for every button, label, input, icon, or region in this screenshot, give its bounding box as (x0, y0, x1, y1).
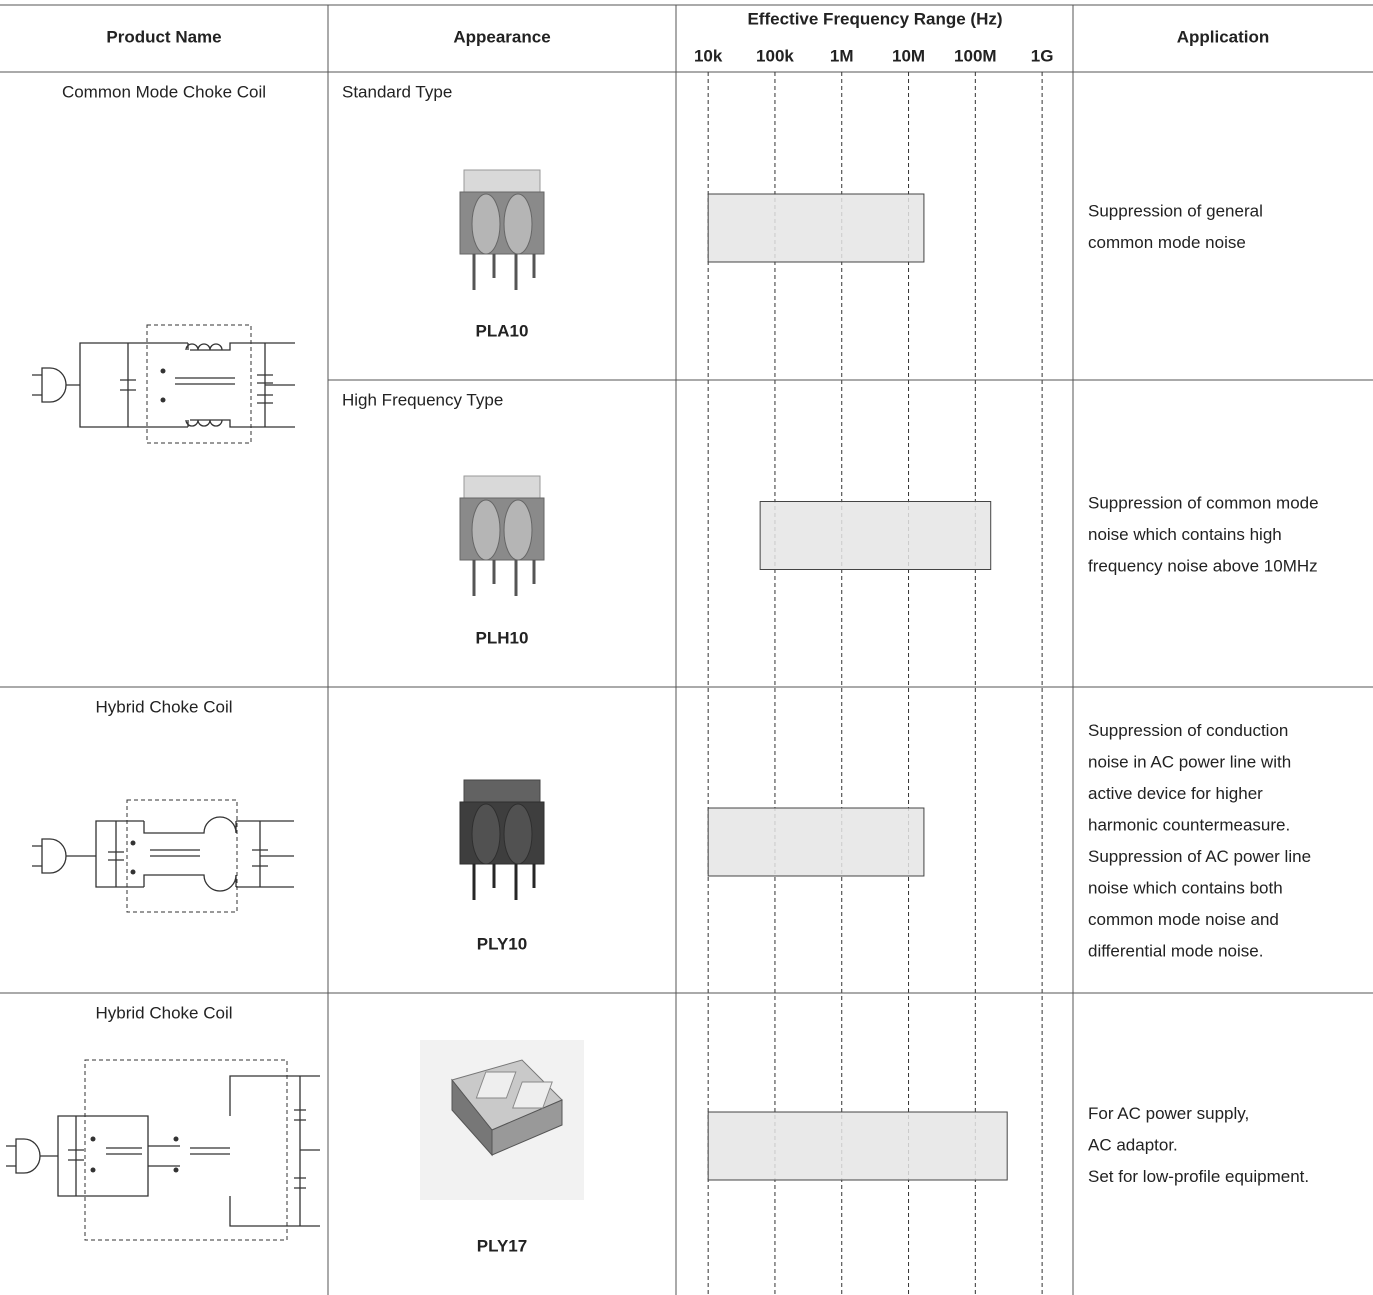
application-text: For AC power supply, (1088, 1104, 1249, 1123)
tick-label: 100M (954, 46, 997, 65)
application-text: frequency noise above 10MHz (1088, 556, 1318, 575)
product-name: Hybrid Choke Coil (96, 697, 233, 716)
application-text: active device for higher (1088, 784, 1263, 803)
application-text: Suppression of conduction (1088, 721, 1288, 740)
header: Product Name (106, 27, 221, 46)
circuit-diagram (32, 324, 295, 444)
application-text: AC adaptor. (1088, 1135, 1178, 1154)
application-text: harmonic countermeasure. (1088, 816, 1290, 835)
application-text: common mode noise and (1088, 910, 1279, 929)
tick-label: 10M (892, 46, 925, 65)
application-text: Suppression of AC power line (1088, 847, 1311, 866)
application-text: Suppression of common mode (1088, 493, 1319, 512)
part-number: PLY10 (477, 934, 527, 953)
circuit-diagram (6, 1059, 320, 1241)
tick-label: 1M (830, 46, 854, 65)
header: Effective Frequency Range (Hz) (747, 9, 1002, 28)
product-photo (458, 168, 546, 292)
product-photo (458, 778, 546, 902)
part-number: PLY17 (477, 1236, 527, 1255)
product-photo (420, 1040, 584, 1200)
application-text: common mode noise (1088, 233, 1246, 252)
product-name: Hybrid Choke Coil (96, 1003, 233, 1022)
application-text: noise which contains high (1088, 525, 1282, 544)
part-number: PLH10 (476, 628, 529, 647)
appearance-type: Standard Type (342, 82, 452, 101)
tick-label: 1G (1031, 46, 1054, 65)
application-text: noise which contains both (1088, 879, 1283, 898)
header: Appearance (453, 27, 550, 46)
frequency-range-bar (759, 501, 992, 570)
application-text: noise in AC power line with (1088, 753, 1291, 772)
application-text: differential mode noise. (1088, 942, 1263, 961)
application-text: Set for low-profile equipment. (1088, 1167, 1309, 1186)
tick-label: 100k (756, 46, 794, 65)
frequency-range-bar (707, 193, 925, 263)
tick-label: 10k (694, 46, 723, 65)
header: Application (1177, 27, 1270, 46)
appearance-type: High Frequency Type (342, 390, 503, 409)
circuit-diagram (32, 799, 294, 913)
frequency-range-bar (707, 1111, 1008, 1181)
part-number: PLA10 (476, 321, 529, 340)
application-text: Suppression of general (1088, 202, 1263, 221)
product-photo (458, 474, 546, 598)
frequency-range-bar (707, 807, 925, 877)
product-name: Common Mode Choke Coil (62, 82, 266, 101)
